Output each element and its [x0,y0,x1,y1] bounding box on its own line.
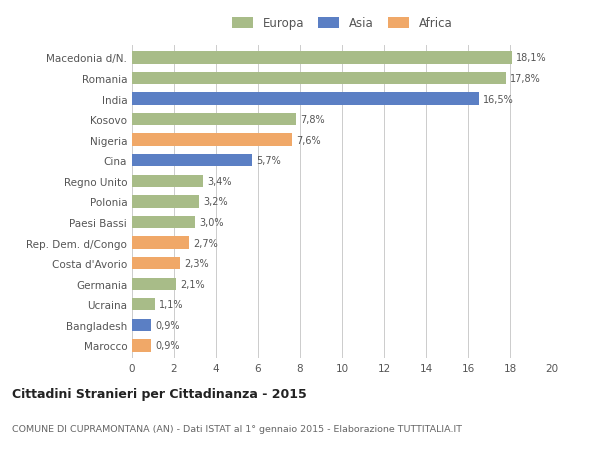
Text: 5,7%: 5,7% [256,156,281,166]
Bar [132,340,151,352]
Legend: Europa, Asia, Africa: Europa, Asia, Africa [228,14,456,34]
Bar [132,319,151,331]
Text: 17,8%: 17,8% [510,74,541,84]
Text: Cittadini Stranieri per Cittadinanza - 2015: Cittadini Stranieri per Cittadinanza - 2… [12,387,307,400]
Text: 18,1%: 18,1% [516,53,547,63]
Text: 0,9%: 0,9% [155,341,179,351]
Text: 7,6%: 7,6% [296,135,320,146]
Bar [132,52,512,64]
Text: 0,9%: 0,9% [155,320,179,330]
Text: 3,0%: 3,0% [199,218,224,228]
Bar [132,175,203,188]
Bar [132,73,506,85]
Text: 3,2%: 3,2% [203,197,228,207]
Bar [132,237,188,249]
Bar [132,257,181,270]
Bar [132,216,195,229]
Bar [132,134,292,146]
Bar [132,196,199,208]
Bar [132,298,155,311]
Bar [132,114,296,126]
Text: 7,8%: 7,8% [300,115,325,125]
Text: 2,1%: 2,1% [181,279,205,289]
Text: 3,4%: 3,4% [208,176,232,186]
Text: 2,3%: 2,3% [185,258,209,269]
Text: 1,1%: 1,1% [160,300,184,310]
Text: COMUNE DI CUPRAMONTANA (AN) - Dati ISTAT al 1° gennaio 2015 - Elaborazione TUTTI: COMUNE DI CUPRAMONTANA (AN) - Dati ISTAT… [12,425,462,433]
Bar [132,93,479,106]
Bar [132,155,252,167]
Bar [132,278,176,290]
Text: 16,5%: 16,5% [482,94,514,104]
Text: 2,7%: 2,7% [193,238,218,248]
